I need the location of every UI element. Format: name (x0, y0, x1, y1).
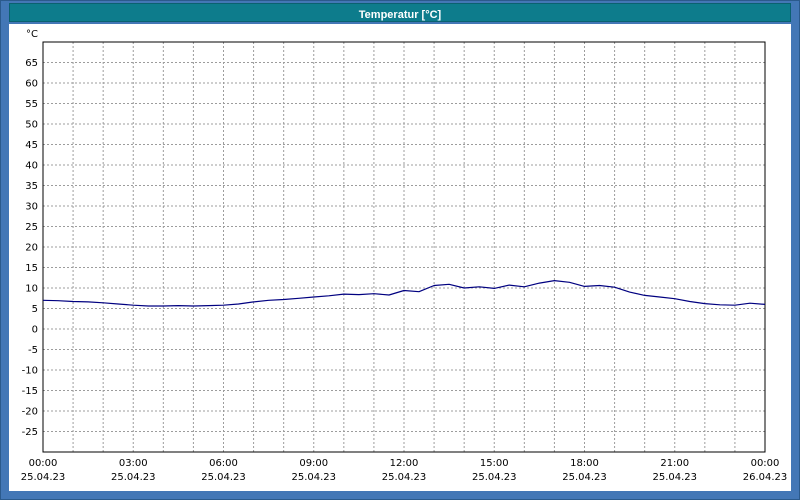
x-tick-time: 21:00 (660, 458, 689, 469)
window-title: Temperatur [°C] (358, 9, 442, 21)
x-tick-time: 18:00 (570, 458, 599, 469)
y-tick-label: 65 (25, 58, 38, 69)
y-tick-label: 60 (25, 79, 38, 90)
x-tick-time: 03:00 (119, 458, 148, 469)
x-tick-date: 25.04.23 (562, 472, 607, 483)
x-tick-date: 25.04.23 (382, 472, 427, 483)
x-tick-time: 12:00 (390, 458, 419, 469)
x-tick-date: 25.04.23 (472, 472, 517, 483)
y-tick-label: 50 (25, 120, 38, 131)
y-tick-label: 45 (25, 140, 38, 151)
y-tick-label: 25 (25, 222, 38, 233)
y-tick-label: -10 (22, 366, 38, 377)
y-tick-label: 0 (32, 325, 38, 336)
window-titlebar[interactable]: Temperatur [°C] (9, 3, 791, 22)
x-tick-date: 25.04.23 (652, 472, 697, 483)
y-tick-label: 10 (25, 284, 38, 295)
x-tick-date: 25.04.23 (201, 472, 246, 483)
x-tick-date: 25.04.23 (21, 472, 66, 483)
x-tick-time: 06:00 (209, 458, 238, 469)
y-tick-label: -5 (28, 345, 38, 356)
x-tick-date: 25.04.23 (111, 472, 156, 483)
y-tick-label: -25 (22, 427, 38, 438)
x-tick-time: 00:00 (29, 458, 58, 469)
y-tick-label: 30 (25, 202, 38, 213)
x-tick-date: 25.04.23 (291, 472, 336, 483)
y-tick-label: -15 (22, 386, 38, 397)
y-tick-label: -20 (22, 407, 38, 418)
x-tick-time: 15:00 (480, 458, 509, 469)
y-tick-label: 35 (25, 181, 38, 192)
x-tick-date: 26.04.23 (743, 472, 788, 483)
x-tick-time: 00:00 (751, 458, 780, 469)
y-tick-label: 55 (25, 99, 38, 110)
y-tick-label: 40 (25, 161, 38, 172)
temperature-chart: 65605550454035302520151050-5-10-15-20-25… (21, 29, 788, 483)
temperature-line (42, 280, 766, 307)
x-tick-time: 09:00 (299, 458, 328, 469)
y-tick-label: 15 (25, 263, 38, 274)
chart-area: 65 60 55 50 45 40 35 30 25 20 15 10 5 0 -5 -10 -15 -20 -25… (9, 24, 791, 491)
y-tick-label: 20 (25, 243, 38, 254)
y-tick-label: 5 (32, 304, 38, 315)
y-axis-unit-label: °C (26, 29, 38, 40)
plot-border (42, 41, 766, 453)
